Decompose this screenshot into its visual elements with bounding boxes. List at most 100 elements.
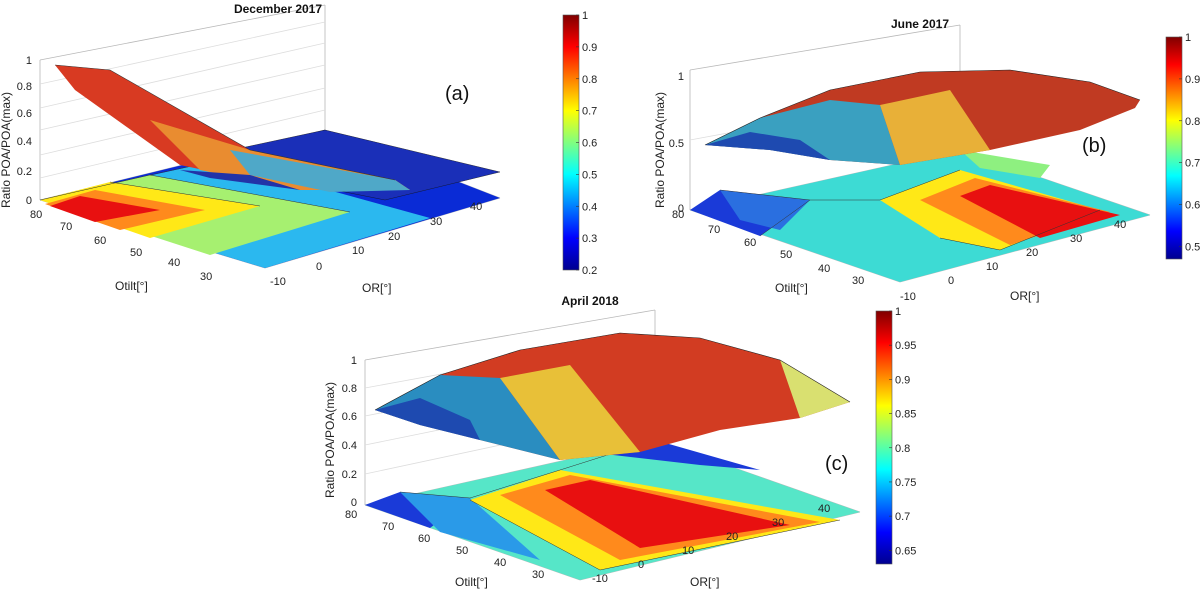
tilt-tick: 50	[456, 545, 468, 557]
tilt-tick: 40	[494, 557, 506, 569]
panel-a-colorbar: 1 0.9 0.8 0.7 0.6 0.5 0.4 0.3 0.2	[562, 10, 597, 277]
z-tick: 1	[351, 355, 357, 367]
colorbar-tick-label: 0.7	[582, 106, 597, 118]
colorbar-tick-label: 0.9	[895, 374, 910, 386]
panel-b-contour	[690, 150, 1150, 282]
colorbar-tick-label: 0.7	[1185, 158, 1200, 170]
panel-b-surface	[704, 69, 1141, 165]
panel-b-or-ticks: -10 0 10 20 30 40	[900, 219, 1126, 303]
panel-c: 1 0.8 0.6 0.4 0.2 0 80 70 60 50 40 30 -1…	[323, 294, 916, 589]
tilt-tick: 40	[818, 263, 830, 275]
z-tick: 0	[351, 497, 357, 509]
tilt-tick: 80	[672, 209, 684, 221]
or-tick: 30	[430, 216, 442, 228]
colorbar-tick-label: 0.9	[582, 42, 597, 54]
z-tick: 0.4	[17, 136, 32, 148]
colorbar-tick-label: 0.8	[895, 443, 910, 455]
panel-a-or-ticks: -10 0 10 20 30 40	[270, 201, 482, 288]
panel-b-tilt-ticks: 80 70 60 50 40 30	[672, 209, 864, 287]
or-tick: 0	[316, 261, 322, 273]
panel-c-zlabel: Ratio POA/POA(max)	[323, 382, 337, 498]
z-tick: 0.5	[669, 138, 684, 150]
tilt-tick: 70	[382, 521, 394, 533]
tilt-tick: 80	[345, 509, 357, 521]
or-tick: 40	[818, 503, 830, 515]
tilt-tick: 50	[130, 247, 142, 259]
tilt-tick: 60	[94, 235, 106, 247]
z-tick: 0.6	[342, 411, 357, 423]
panel-b-xlabel: Otilt[°]	[775, 281, 808, 295]
z-tick: 0	[26, 195, 32, 207]
panel-a-zlabel: Ratio POA/POA(max)	[0, 92, 13, 208]
colorbar-tick-label: 0.8	[1185, 116, 1200, 128]
colorbar-tick-label: 0.8	[582, 74, 597, 86]
panel-c-title: April 2018	[561, 294, 619, 308]
panel-b-ylabel: OR[°]	[1010, 289, 1039, 303]
or-tick: 40	[1114, 219, 1126, 231]
panel-c-ylabel: OR[°]	[690, 575, 719, 589]
or-tick: -10	[270, 276, 286, 288]
tilt-tick: 60	[744, 237, 756, 249]
z-tick: 0.6	[17, 108, 32, 120]
colorbar-tick-label: 0.5	[582, 169, 597, 181]
tilt-tick: 60	[418, 533, 430, 545]
or-tick: 0	[948, 275, 954, 287]
tilt-tick: 40	[168, 257, 180, 269]
panel-c-tilt-ticks: 80 70 60 50 40 30	[345, 509, 544, 581]
z-tick: 0.2	[17, 166, 32, 178]
tilt-tick: 70	[60, 221, 72, 233]
panel-c-xlabel: Otilt[°]	[455, 575, 488, 589]
colorbar-tick-label: 0.3	[582, 233, 597, 245]
or-tick: 40	[470, 201, 482, 213]
panel-a-surface	[54, 64, 410, 192]
colorbar-tick-label: 0.65	[895, 545, 916, 557]
or-tick: 20	[388, 231, 400, 243]
panel-c-contour	[365, 439, 860, 580]
panel-c-or-ticks: -10 0 10 20 30 40	[592, 503, 830, 585]
tilt-tick: 30	[852, 275, 864, 287]
tilt-tick: 50	[780, 249, 792, 261]
panel-b-zlabel: Ratio POA/POA(max)	[653, 92, 667, 208]
panel-c-z-ticks: 1 0.8 0.6 0.4 0.2 0	[342, 355, 357, 509]
or-tick: 30	[1070, 233, 1082, 245]
panel-c-label: (c)	[825, 453, 848, 475]
z-tick: 1	[678, 71, 684, 83]
z-tick: 0.4	[342, 440, 357, 452]
colorbar-tick-label: 0.4	[582, 201, 597, 213]
or-tick: 30	[772, 517, 784, 529]
colorbar-tick-label: 0.85	[895, 409, 916, 421]
colorbar-tick-label: 0.2	[582, 265, 597, 277]
panel-a-tilt-ticks: 80 70 60 50 40 30	[30, 209, 212, 283]
or-tick: 10	[986, 261, 998, 273]
z-tick: 0.8	[342, 383, 357, 395]
tilt-tick: 80	[30, 209, 42, 221]
z-tick: 0	[678, 203, 684, 215]
colorbar-tick-label: 1	[895, 306, 901, 318]
panel-c-surface	[374, 332, 851, 460]
z-tick: 0.2	[342, 469, 357, 481]
colorbar-tick-label: 0.75	[895, 477, 916, 489]
panel-a-xlabel: Otilt[°]	[115, 279, 148, 293]
z-tick: 0.8	[17, 81, 32, 93]
panel-b-title: June 2017	[891, 17, 949, 31]
panel-a-z-ticks: 1 0.8 0.6 0.4 0.2 0	[17, 55, 32, 207]
or-tick: -10	[592, 573, 608, 585]
tilt-tick: 70	[708, 224, 720, 236]
panel-b-label: (b)	[1082, 135, 1106, 157]
panel-a-label: (a)	[445, 83, 469, 105]
panel-a: 1 0.8 0.6 0.4 0.2 0 80 70 60 50 40 30 -1…	[0, 2, 597, 295]
panel-b-colorbar: 1 0.9 0.8 0.7 0.6 0.5	[1165, 32, 1200, 260]
tilt-tick: 30	[200, 271, 212, 283]
colorbar-tick-label: 0.7	[895, 511, 910, 523]
colorbar-tick-label: 1	[582, 10, 588, 22]
or-tick: -10	[900, 291, 916, 303]
or-tick: 10	[682, 545, 694, 557]
or-tick: 20	[726, 531, 738, 543]
colorbar-tick-label: 0.6	[582, 138, 597, 150]
or-tick: 0	[638, 559, 644, 571]
colorbar-tick-label: 0.9	[1185, 74, 1200, 86]
or-tick: 10	[352, 245, 364, 257]
colorbar-tick-label: 0.6	[1185, 200, 1200, 212]
or-tick: 20	[1026, 247, 1038, 259]
